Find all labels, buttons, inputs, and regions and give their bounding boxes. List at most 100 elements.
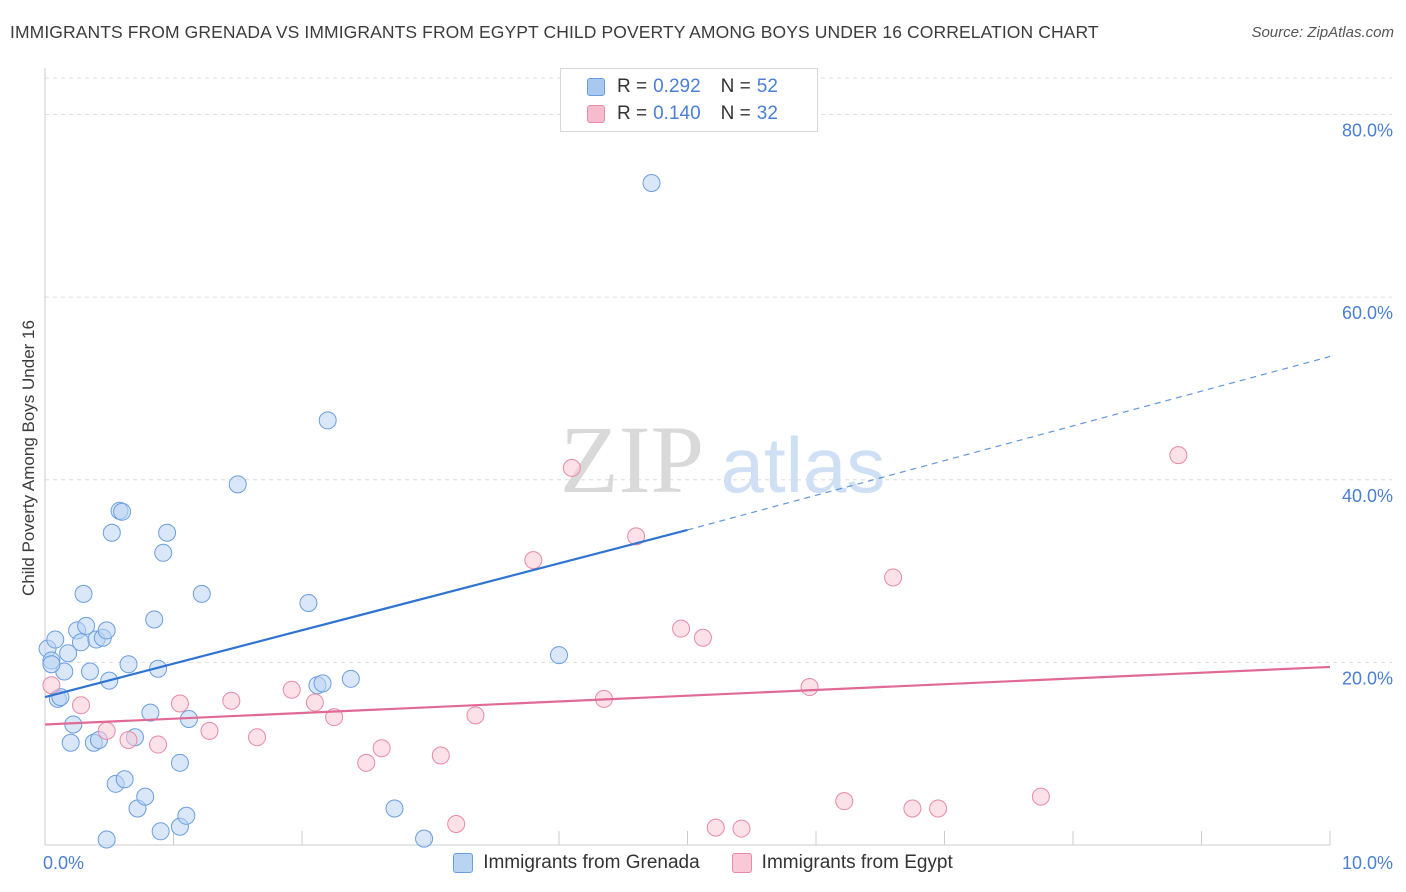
point-egypt [672, 619, 691, 638]
point-egypt [466, 706, 485, 725]
point-grenada [313, 674, 332, 693]
point-grenada [61, 733, 80, 752]
y-tick-label: 80.0% [1342, 121, 1393, 141]
bottom-legend-label-egypt: Immigrants from Egypt [761, 852, 953, 873]
point-grenada [170, 753, 189, 772]
legend-n-value: 32 [756, 103, 778, 124]
point-egypt [627, 527, 646, 546]
point-egypt [119, 730, 138, 749]
legend-n-value: 52 [756, 76, 778, 97]
point-egypt [222, 691, 241, 710]
point-grenada [119, 655, 138, 674]
point-egypt [282, 680, 301, 699]
bottom-legend: Immigrants from Grenada Immigrants from … [0, 852, 1406, 874]
point-egypt [447, 814, 466, 833]
watermark-atlas: atlas [721, 421, 886, 509]
point-grenada [318, 411, 337, 430]
source-label: Source: ZipAtlas.com [1251, 24, 1394, 41]
watermark-zip: ZIP [560, 406, 704, 513]
legend-r-value: 0.140 [653, 103, 701, 124]
point-egypt [200, 721, 219, 740]
legend-n-label: N = [720, 103, 751, 124]
point-egypt [706, 818, 725, 837]
point-grenada [341, 669, 360, 688]
point-grenada [141, 703, 160, 722]
point-egypt [1169, 446, 1188, 465]
point-grenada [71, 633, 90, 652]
point-grenada [192, 584, 211, 603]
trend-line-grenada [44, 528, 688, 699]
bottom-legend-egypt: Immigrants from Egypt [731, 852, 953, 874]
bottom-legend-swatch-egypt [731, 853, 752, 873]
legend-row-grenada: R = 0.292 N = 52 [587, 75, 778, 99]
point-grenada [151, 822, 170, 841]
y-tick-label: 40.0% [1342, 486, 1393, 506]
point-egypt [800, 678, 819, 697]
point-grenada [177, 806, 196, 825]
point-grenada [74, 584, 93, 603]
point-grenada [642, 174, 661, 193]
point-egypt [149, 735, 168, 754]
point-egypt [170, 694, 189, 713]
point-egypt [524, 551, 543, 570]
trend-line-grenada-extension [687, 355, 1331, 531]
point-egypt [325, 708, 344, 727]
point-grenada [385, 799, 404, 818]
point-egypt [562, 458, 581, 477]
point-egypt [903, 799, 922, 818]
point-egypt [732, 819, 751, 838]
point-egypt [929, 799, 948, 818]
watermark: ZIP atlas [560, 406, 885, 513]
chart-title: IMMIGRANTS FROM GRENADA VS IMMIGRANTS FR… [10, 22, 1099, 42]
legend-swatch-egypt [587, 105, 605, 123]
legend-swatch-grenada [587, 78, 605, 96]
bottom-legend-label-grenada: Immigrants from Grenada [483, 852, 700, 873]
legend-row-egypt: R = 0.140 N = 32 [587, 102, 778, 126]
point-egypt [305, 693, 324, 712]
data-points [38, 174, 1188, 849]
legend-r-label: R = [617, 103, 648, 124]
gridlines [45, 77, 1392, 663]
point-grenada [154, 543, 173, 562]
point-egypt [1031, 787, 1050, 806]
legend-r-label: R = [617, 76, 648, 97]
trend-lines [44, 355, 1331, 726]
point-grenada [145, 610, 164, 629]
y-axis-label: Child Poverty Among Boys Under 16 [19, 320, 38, 596]
point-grenada [80, 662, 99, 681]
point-egypt [248, 728, 267, 747]
point-grenada [115, 770, 134, 789]
point-grenada [299, 594, 318, 613]
point-grenada [42, 655, 61, 674]
point-egypt [431, 746, 450, 765]
point-egypt [693, 628, 712, 647]
point-grenada [158, 523, 177, 542]
point-egypt [97, 721, 116, 740]
point-egypt [71, 696, 90, 715]
legend-n-label: N = [720, 76, 751, 97]
point-grenada [550, 646, 568, 665]
point-egypt [42, 676, 61, 695]
point-grenada [97, 830, 116, 849]
point-egypt [357, 753, 376, 772]
point-grenada [228, 475, 247, 494]
point-egypt [884, 568, 903, 587]
x-tick-label: 10.0% [1342, 853, 1393, 873]
trend-line-egypt [44, 665, 1331, 726]
tick-labels: 20.0% 40.0% 60.0% 80.0% 0.0% 10.0% [43, 121, 1393, 873]
point-grenada [46, 630, 65, 649]
point-grenada [136, 787, 155, 806]
point-grenada [102, 523, 121, 542]
point-grenada [415, 829, 434, 848]
y-tick-label: 20.0% [1342, 668, 1393, 688]
point-grenada [59, 644, 78, 663]
bottom-legend-swatch-grenada [453, 853, 474, 873]
legend: R = 0.292 N = 52 R = 0.140 N = 32 [560, 68, 818, 132]
point-egypt [372, 739, 391, 758]
legend-r-value: 0.292 [653, 76, 701, 97]
point-grenada [77, 616, 96, 635]
point-grenada [97, 621, 116, 640]
point-grenada [113, 502, 132, 521]
bottom-legend-grenada: Immigrants from Grenada [453, 852, 700, 874]
